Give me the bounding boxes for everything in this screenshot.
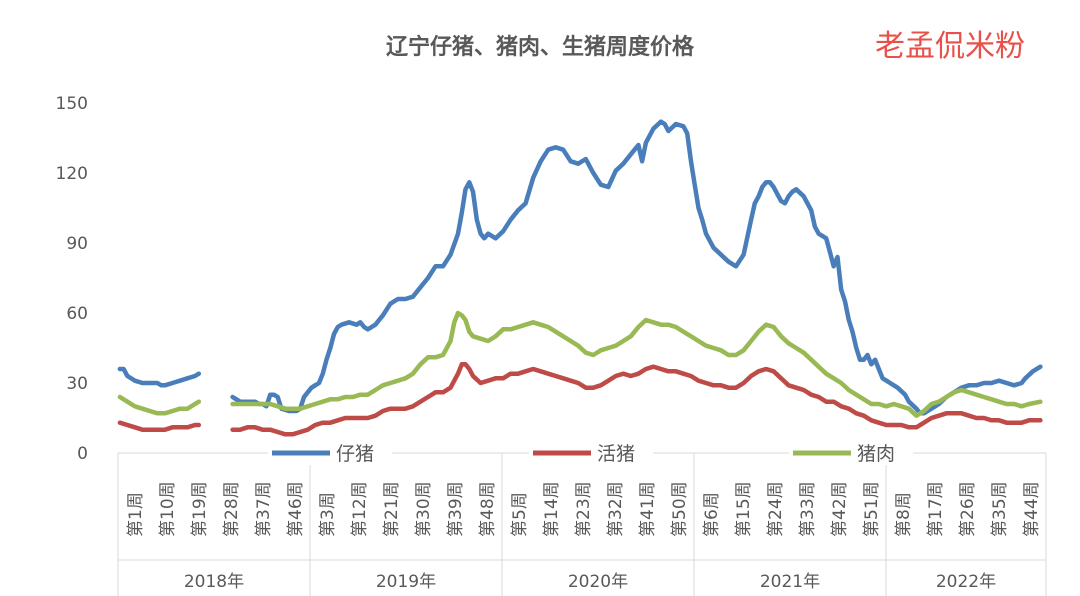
x-year-label: 2022年	[936, 572, 996, 592]
series-line	[117, 366, 202, 388]
series-line	[230, 310, 1043, 418]
x-year-label: 2020年	[568, 572, 628, 592]
x-week-label: 第37周	[254, 481, 274, 537]
x-week-label: 第35周	[990, 481, 1010, 537]
legend-label: 活猪	[597, 443, 635, 465]
x-week-label: 第19周	[190, 481, 210, 537]
y-tick-label: 60	[66, 304, 88, 324]
chart-title: 辽宁仔猪、猪肉、生猪周度价格	[386, 34, 695, 60]
legend-label: 猪肉	[857, 443, 895, 465]
series-line	[117, 420, 202, 432]
series-layer	[117, 119, 1043, 437]
x-week-label: 第15周	[734, 481, 754, 537]
x-week-label: 第8周	[894, 492, 914, 537]
x-week-label: 第28周	[222, 481, 242, 537]
x-year-label: 2021年	[760, 572, 820, 592]
y-tick-label: 90	[66, 234, 88, 254]
x-week-label: 第26周	[958, 481, 978, 537]
y-tick-label: 150	[56, 94, 88, 114]
x-week-label: 第23周	[574, 481, 594, 537]
x-week-label: 第6周	[702, 492, 722, 537]
x-week-label: 第50周	[670, 481, 690, 537]
x-week-label: 第24周	[766, 481, 786, 537]
legend: 仔猪 活猪 猪肉	[268, 441, 913, 465]
x-week-label: 第30周	[414, 481, 434, 537]
y-tick-label: 0	[77, 444, 88, 464]
x-week-label: 第10周	[158, 481, 178, 537]
x-week-label: 第33周	[798, 481, 818, 537]
x-year-label: 2019年	[376, 572, 436, 592]
legend-label: 仔猪	[336, 443, 374, 465]
x-week-label: 第5周	[510, 492, 530, 537]
x-week-label: 第14周	[542, 481, 562, 537]
x-week-label: 第39周	[446, 481, 466, 537]
x-week-label: 第21周	[382, 481, 402, 537]
x-week-label: 第48周	[478, 481, 498, 537]
x-year-label: 2018年	[184, 572, 244, 592]
x-week-label: 第17周	[926, 481, 946, 537]
x-week-label: 第42周	[830, 481, 850, 537]
x-week-label: 第32周	[606, 481, 626, 537]
series-line	[230, 119, 1043, 416]
x-week-label: 第51周	[862, 481, 882, 537]
watermark-text: 老孟侃米粉	[875, 29, 1025, 64]
x-week-label: 第41周	[638, 481, 658, 537]
x-week-label: 第44周	[1022, 481, 1042, 537]
x-week-label: 第46周	[286, 481, 306, 537]
x-week-label: 第1周	[126, 492, 146, 537]
x-week-label: 第3周	[318, 492, 338, 537]
series-group	[117, 362, 1043, 437]
series-line	[117, 394, 202, 416]
series-group	[117, 310, 1043, 418]
y-tick-label: 30	[66, 374, 88, 394]
y-tick-label: 120	[56, 164, 88, 184]
series-line	[230, 362, 1043, 437]
x-week-label: 第12周	[350, 481, 370, 537]
series-group	[117, 119, 1043, 416]
